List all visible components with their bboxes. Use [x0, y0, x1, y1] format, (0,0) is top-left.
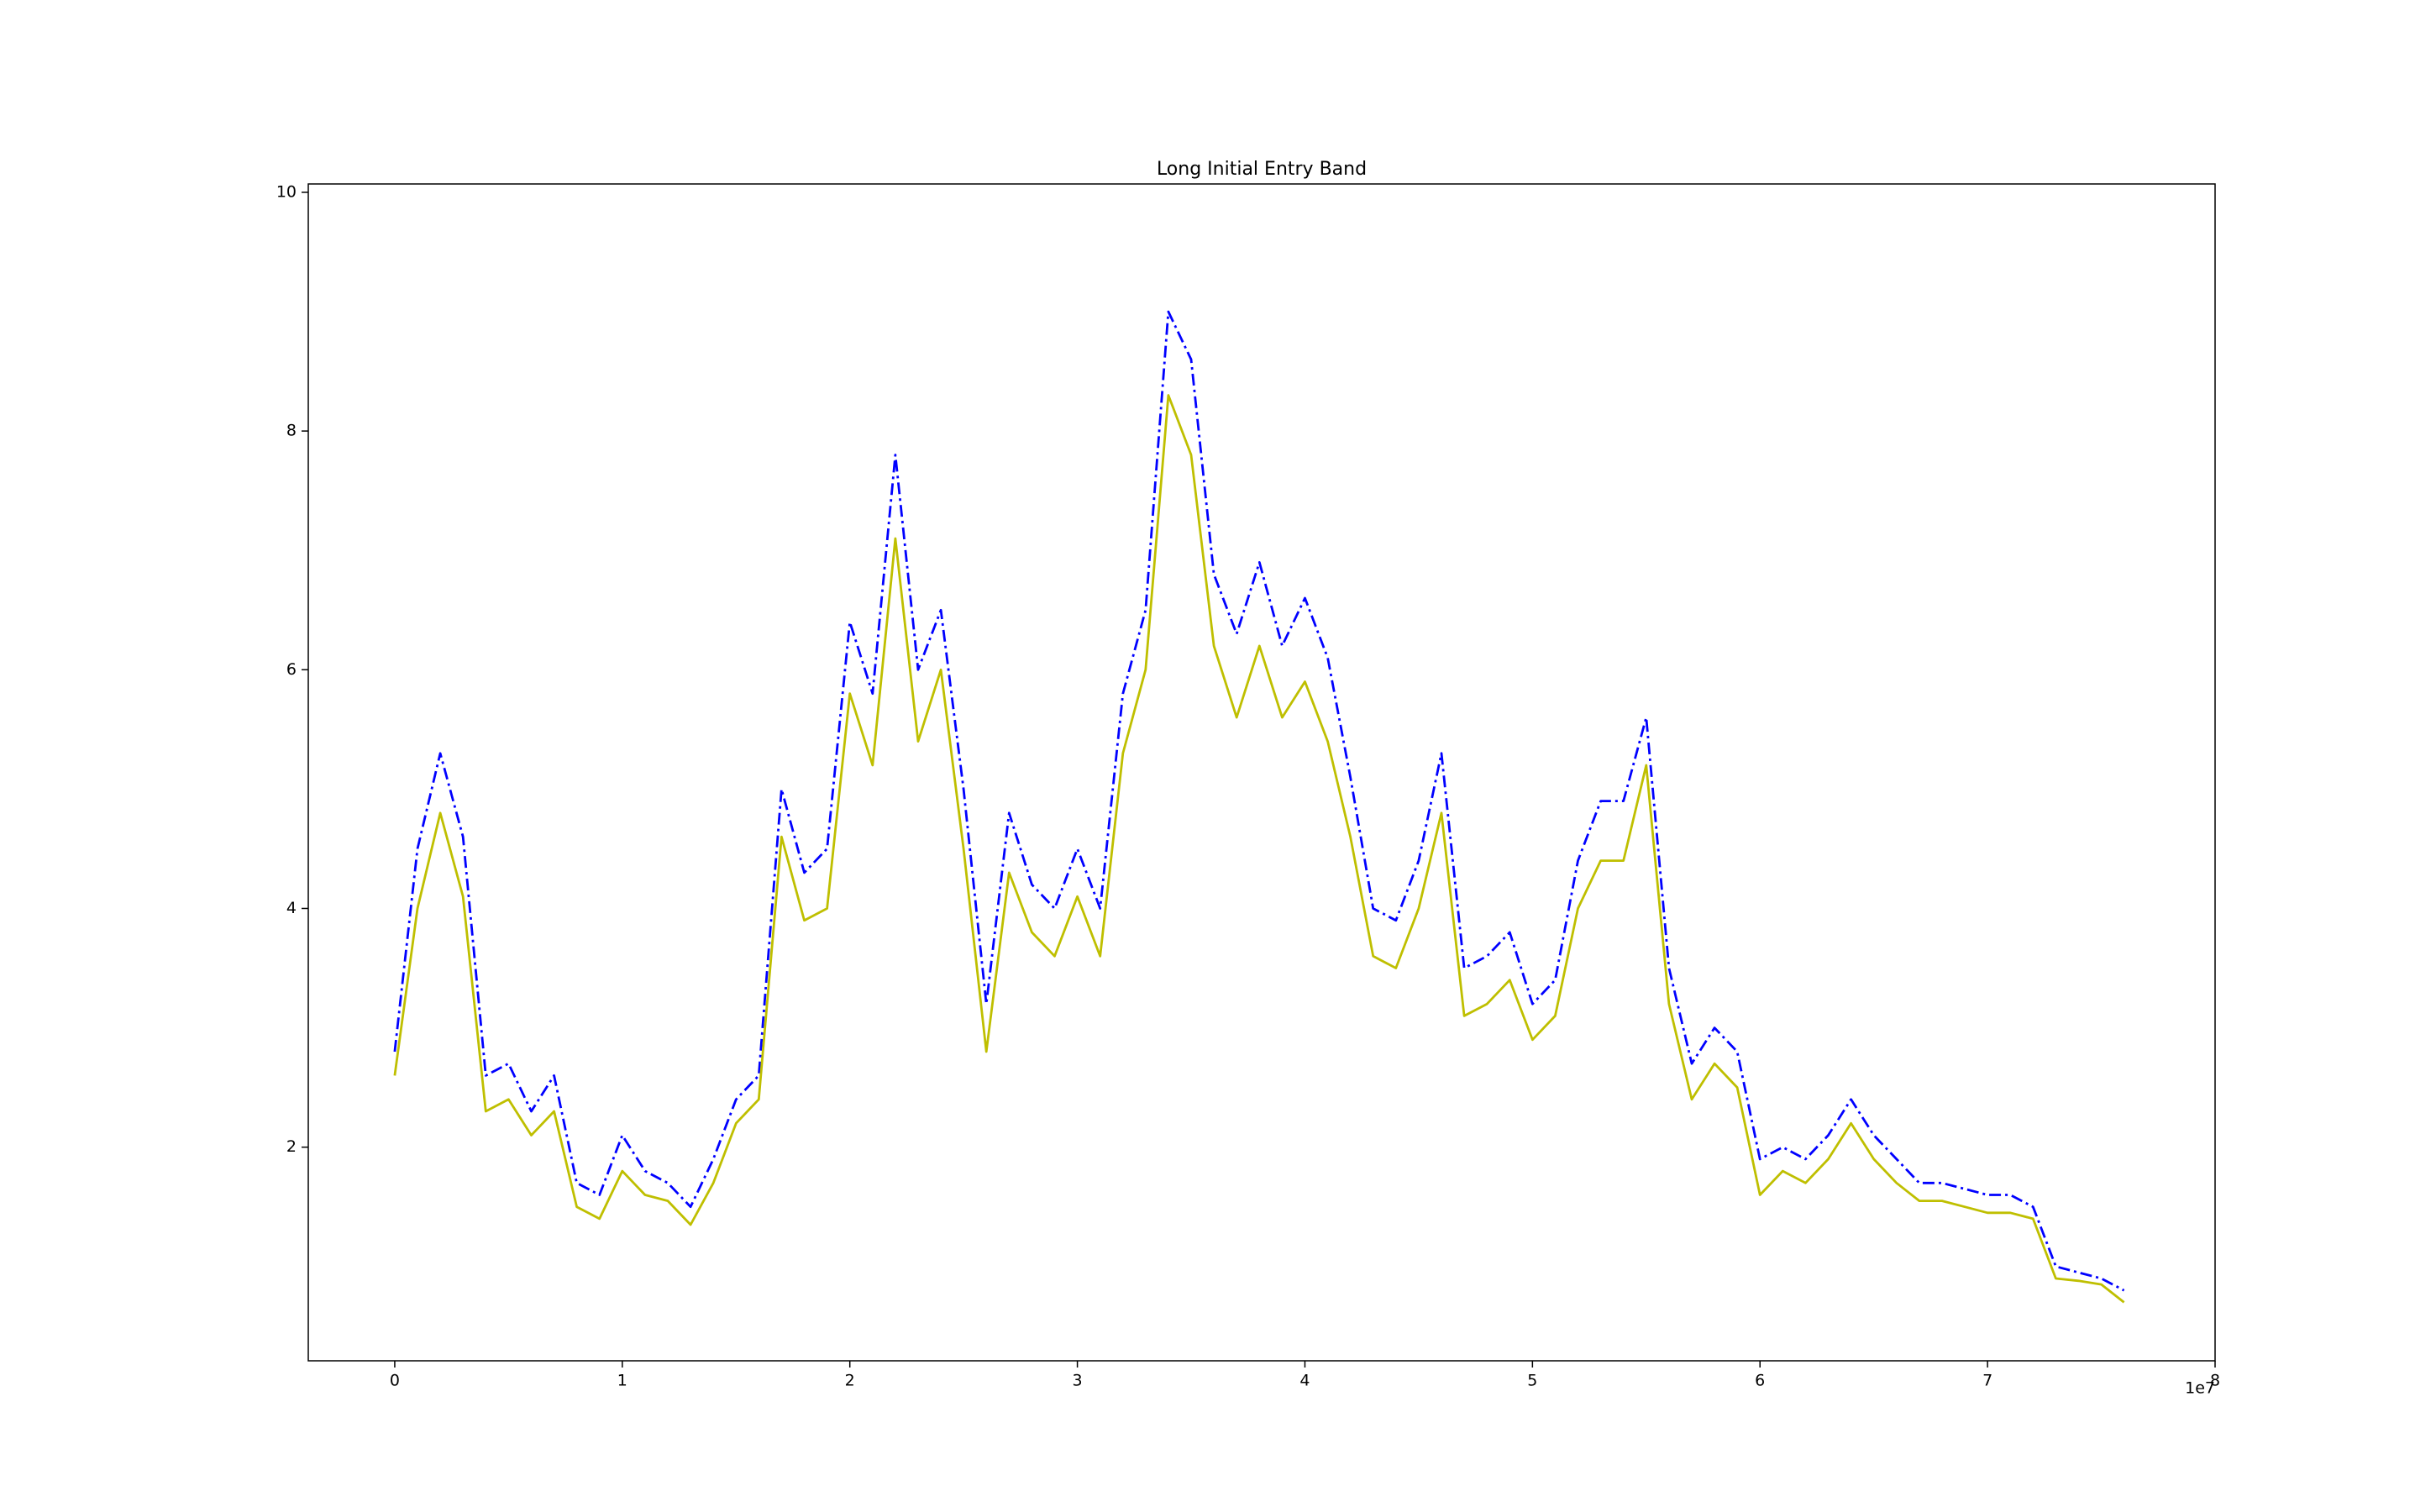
x-tick-label: 5 — [1527, 1372, 1537, 1390]
x-offset-label: 1e7 — [2185, 1379, 2215, 1398]
x-tick-label: 3 — [1073, 1372, 1083, 1390]
x-tick-label: 2 — [845, 1372, 855, 1390]
y-tick-label: 8 — [286, 422, 297, 440]
y-tick-label: 6 — [286, 660, 297, 679]
x-tick-label: 7 — [1982, 1372, 1992, 1390]
x-tick-label: 8 — [2210, 1372, 2220, 1390]
y-tick-label: 4 — [286, 899, 297, 917]
series-line — [393, 310, 2125, 1292]
series-line — [393, 394, 2125, 1304]
x-tick-label: 1 — [617, 1372, 627, 1390]
x-tick-label: 4 — [1299, 1372, 1310, 1390]
y-tick-label: 2 — [286, 1137, 297, 1156]
y-tick-label: 10 — [276, 182, 297, 201]
x-tick-label: 0 — [390, 1372, 400, 1390]
plot-frame — [307, 183, 2216, 1362]
chart-title: Long Initial Entry Band — [1157, 159, 1367, 180]
x-tick-label: 6 — [1755, 1372, 1765, 1390]
